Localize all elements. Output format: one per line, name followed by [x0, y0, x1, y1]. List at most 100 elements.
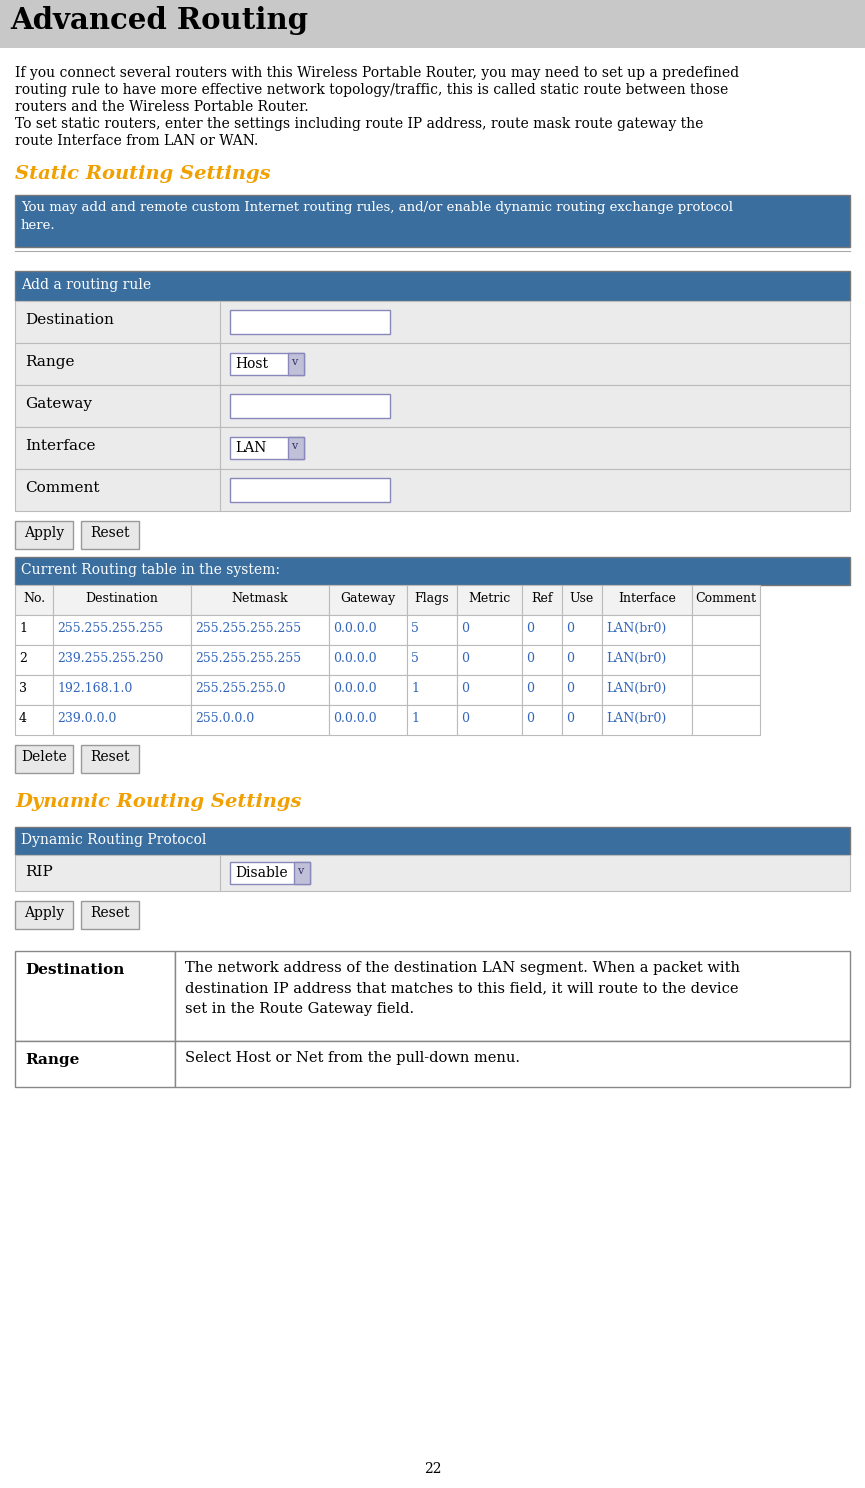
Bar [230, 862, 310, 884]
Bar [692, 705, 760, 735]
Text: The network address of the destination LAN segment. When a packet with
destinati: The network address of the destination L… [185, 961, 740, 1016]
Bar [457, 676, 522, 705]
Bar [407, 705, 457, 735]
Text: Netmask: Netmask [232, 592, 288, 606]
Bar [562, 676, 602, 705]
Text: 255.255.255.255: 255.255.255.255 [57, 622, 163, 635]
Text: Range: Range [25, 1054, 80, 1067]
Text: 255.0.0.0: 255.0.0.0 [195, 711, 254, 725]
Text: 239.255.255.250: 239.255.255.250 [57, 652, 163, 665]
Bar [53, 705, 191, 735]
Bar [230, 310, 390, 333]
Bar [15, 745, 73, 772]
Text: Flags: Flags [414, 592, 449, 606]
Text: 3: 3 [19, 682, 27, 695]
Text: 255.255.255.255: 255.255.255.255 [195, 652, 301, 665]
Bar [15, 705, 53, 735]
Text: LAN(br0): LAN(br0) [606, 682, 666, 695]
Text: Apply: Apply [24, 906, 64, 920]
Bar [15, 427, 850, 469]
Bar [329, 676, 407, 705]
Bar [230, 394, 390, 418]
Text: Dynamic Routing Settings: Dynamic Routing Settings [15, 793, 302, 811]
Text: Metric: Metric [468, 592, 510, 606]
Text: 0: 0 [526, 682, 534, 695]
Text: Select Host or Net from the pull-down menu.: Select Host or Net from the pull-down me… [185, 1051, 520, 1065]
Text: 1: 1 [411, 711, 419, 725]
Bar [175, 1042, 850, 1088]
Bar [522, 615, 562, 644]
Text: 0: 0 [526, 622, 534, 635]
Text: Dynamic Routing Protocol: Dynamic Routing Protocol [21, 833, 207, 847]
Bar [329, 705, 407, 735]
Text: 0: 0 [461, 652, 469, 665]
Bar [602, 676, 692, 705]
Bar [230, 353, 304, 375]
Bar [15, 469, 850, 510]
Bar [15, 195, 850, 247]
Text: LAN(br0): LAN(br0) [606, 622, 666, 635]
Text: Destination: Destination [25, 312, 114, 327]
Text: 4: 4 [19, 711, 27, 725]
Bar [53, 644, 191, 676]
Bar [522, 705, 562, 735]
Bar [81, 902, 139, 929]
Bar [407, 615, 457, 644]
Bar [602, 585, 692, 615]
Text: Destination: Destination [86, 592, 158, 606]
Bar [562, 644, 602, 676]
Text: 0.0.0.0: 0.0.0.0 [333, 652, 376, 665]
Text: 0: 0 [566, 622, 574, 635]
Bar [457, 644, 522, 676]
Text: routing rule to have more effective network topology/traffic, this is called sta: routing rule to have more effective netw… [15, 83, 728, 97]
Bar [329, 615, 407, 644]
Text: LAN(br0): LAN(br0) [606, 652, 666, 665]
Bar [15, 827, 850, 856]
Bar [692, 644, 760, 676]
Text: Add a routing rule: Add a routing rule [21, 278, 151, 292]
Text: 5: 5 [411, 622, 419, 635]
Text: route Interface from LAN or WAN.: route Interface from LAN or WAN. [15, 134, 259, 147]
Text: 1: 1 [411, 682, 419, 695]
Text: 0: 0 [461, 682, 469, 695]
Text: Reset: Reset [90, 525, 130, 540]
Text: 2: 2 [19, 652, 27, 665]
Text: 5: 5 [411, 652, 419, 665]
Bar [230, 478, 390, 501]
Text: Comment: Comment [695, 592, 757, 606]
Text: LAN: LAN [235, 440, 266, 455]
Text: 0: 0 [526, 711, 534, 725]
Text: Interface: Interface [618, 592, 676, 606]
Bar [15, 344, 850, 385]
Bar [288, 353, 304, 375]
Bar [562, 615, 602, 644]
Text: Destination: Destination [25, 963, 125, 978]
Text: Apply: Apply [24, 525, 64, 540]
Text: Delete: Delete [21, 750, 67, 763]
Text: 0: 0 [566, 652, 574, 665]
Text: Host: Host [235, 357, 268, 371]
Bar [457, 615, 522, 644]
Text: Reset: Reset [90, 750, 130, 763]
Bar [15, 301, 850, 344]
Text: Advanced Routing: Advanced Routing [10, 6, 308, 36]
Text: 0: 0 [566, 711, 574, 725]
Bar [457, 585, 522, 615]
Bar [407, 585, 457, 615]
Bar [522, 676, 562, 705]
Text: 0: 0 [566, 682, 574, 695]
Text: Use: Use [570, 592, 594, 606]
Bar [53, 615, 191, 644]
Bar [562, 705, 602, 735]
Text: Gateway: Gateway [340, 592, 395, 606]
Bar [15, 902, 73, 929]
Bar [191, 676, 329, 705]
Text: 1: 1 [19, 622, 27, 635]
Bar [15, 644, 53, 676]
Bar [175, 951, 850, 1042]
Text: Comment: Comment [25, 481, 99, 496]
Text: 0: 0 [461, 711, 469, 725]
Text: v: v [297, 866, 304, 876]
Text: 0.0.0.0: 0.0.0.0 [333, 711, 376, 725]
Text: Reset: Reset [90, 906, 130, 920]
